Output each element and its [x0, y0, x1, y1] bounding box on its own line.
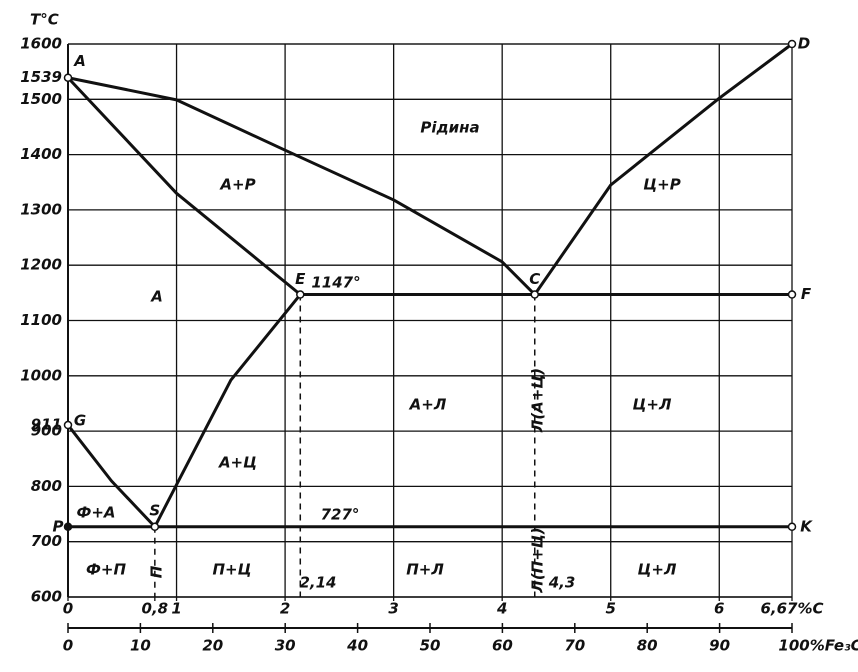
phase-point [530, 290, 539, 299]
point-label: D [798, 35, 810, 53]
point-label: C [529, 270, 540, 288]
x2-tick-label: 90 [709, 637, 730, 655]
x2-tick-label: 100%Fe₃C [778, 637, 858, 655]
x-tick-label: 0,8 [142, 600, 169, 618]
phase-line [153, 293, 302, 528]
region-label: П [148, 565, 166, 578]
x2-tick-label: 30 [275, 637, 296, 655]
phase-line [66, 424, 156, 528]
region-label: Л(А+Ц) [529, 368, 547, 433]
x2-tick-label: 50 [420, 637, 441, 655]
annotation: 727° [321, 506, 360, 524]
x2-tick-label: 20 [202, 637, 223, 655]
y-axis-label: T°C [30, 11, 59, 29]
y-tick-label: 600 [31, 588, 62, 606]
phase-line [67, 76, 536, 296]
x2-tick-label: 70 [564, 637, 585, 655]
point-label: S [149, 501, 160, 519]
region-label: А+Л [409, 396, 447, 414]
y-tick-label: 900 [31, 422, 62, 440]
x-tick-label: 5 [606, 600, 616, 618]
y-tick-label: 1300 [20, 200, 62, 218]
phase-point [150, 522, 160, 532]
phase-point [63, 420, 73, 430]
y-tick-label: 1200 [20, 256, 62, 274]
phase-point [787, 522, 797, 532]
phase-line [533, 42, 793, 296]
y-tick-label: 1539 [20, 68, 62, 86]
region-label: Ц+Л [638, 561, 677, 579]
point-label: E [295, 270, 306, 288]
point-label: F [801, 285, 812, 303]
y-tick-label: 911 [31, 416, 62, 434]
x-tick-label: 6 [714, 600, 724, 618]
phase-point [787, 290, 797, 299]
region-label: А+Ц [218, 454, 257, 472]
annotation: 2,14 [299, 574, 336, 592]
region-label: А+Р [219, 176, 255, 194]
phase-point [63, 522, 73, 532]
x-tick-label: 2 [280, 600, 290, 618]
y-tick-label: 1100 [20, 311, 62, 329]
region-label: Ф+П [86, 561, 126, 579]
point-label: G [74, 412, 86, 430]
region-label: П+Ц [212, 561, 251, 579]
x2-tick-label: 60 [492, 637, 513, 655]
region-label: А [150, 288, 163, 306]
x2-tick-label: 80 [637, 637, 658, 655]
annotation: 4,3 [548, 574, 576, 592]
y-tick-label: 1400 [20, 145, 62, 163]
x-tick-label: 1 [171, 600, 181, 618]
point-label: P [53, 517, 64, 535]
y-tick-label: 1500 [20, 90, 62, 108]
annotation: 1147° [311, 274, 360, 292]
x2-tick-label: 0 [63, 637, 73, 655]
phase-line [66, 76, 302, 296]
x-tick-label: 0 [63, 600, 73, 618]
point-label: K [800, 517, 813, 535]
y-tick-label: 1600 [20, 35, 62, 53]
x2-tick-label: 40 [346, 637, 368, 655]
region-label: Ф+А [76, 504, 115, 522]
region-label: Л(П+Ц) [529, 527, 547, 593]
y-tick-label: 700 [31, 532, 62, 550]
y-tick-label: 1000 [20, 366, 62, 384]
region-label: Рідина [420, 119, 479, 137]
region-label: Ц+Л [633, 396, 672, 414]
x-tick-label: 4 [496, 600, 507, 618]
x-tick-label: 3 [388, 600, 398, 618]
phase-point [787, 39, 797, 49]
region-label: Ц+Р [643, 176, 680, 194]
point-label: A [73, 52, 86, 70]
x2-tick-label: 10 [130, 637, 151, 655]
x-tick-label: 6,67%C [760, 600, 823, 618]
phase-point [63, 73, 73, 82]
phase-point [296, 290, 305, 299]
y-tick-label: 800 [31, 477, 62, 495]
region-label: П+Л [406, 561, 444, 579]
